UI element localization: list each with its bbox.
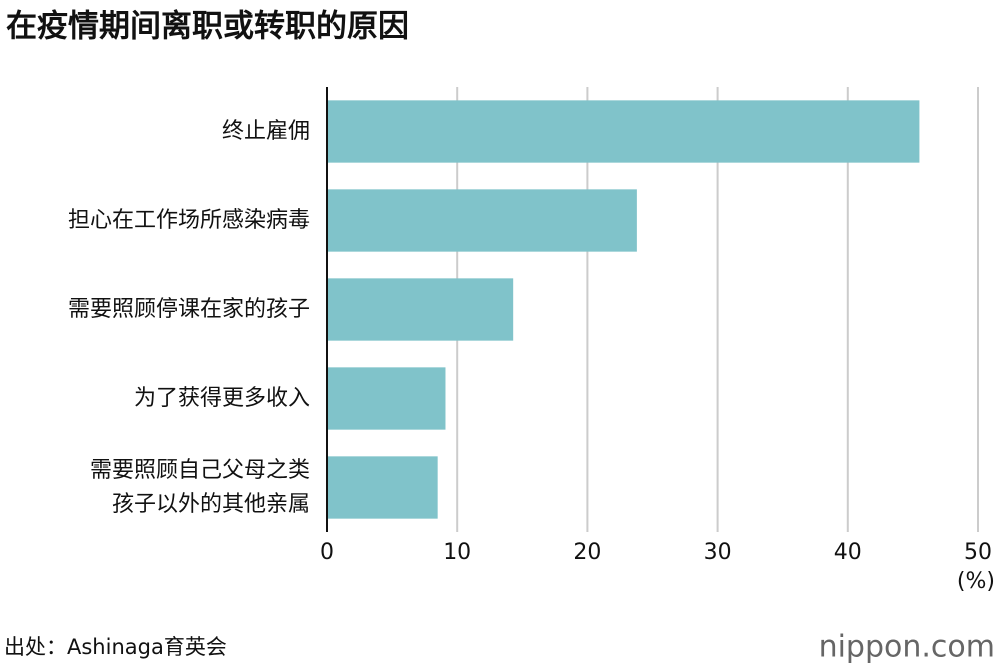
x-tick-label: 30 — [704, 540, 732, 565]
bar — [327, 367, 446, 430]
x-tick-label: 50 — [964, 540, 992, 565]
y-tick-label: 终止雇佣 — [221, 118, 310, 144]
y-tick-label: 担心在工作场所感染病毒 — [67, 207, 310, 233]
x-tick-label: 10 — [443, 540, 471, 565]
bar — [327, 100, 920, 163]
x-tick-label: 20 — [573, 540, 601, 565]
source: 出处：Ashinaga育英会 — [4, 635, 227, 659]
x-tick-label: 40 — [834, 540, 862, 565]
y-tick-label: 需要照顾自己父母之类 孩子以外的其他亲属 — [89, 457, 310, 517]
bar — [327, 456, 438, 519]
y-tick-label: 为了获得更多收入 — [133, 385, 310, 411]
unit-label: (%) — [957, 569, 995, 594]
logo: nippon.com — [819, 630, 995, 665]
bar — [327, 278, 514, 341]
y-tick-label: 需要照顾停课在家的孩子 — [67, 296, 310, 322]
chart-title: 在疫情期间离职或转职的原因 — [6, 9, 409, 45]
bar — [327, 189, 637, 252]
x-tick-label: 0 — [320, 540, 334, 565]
